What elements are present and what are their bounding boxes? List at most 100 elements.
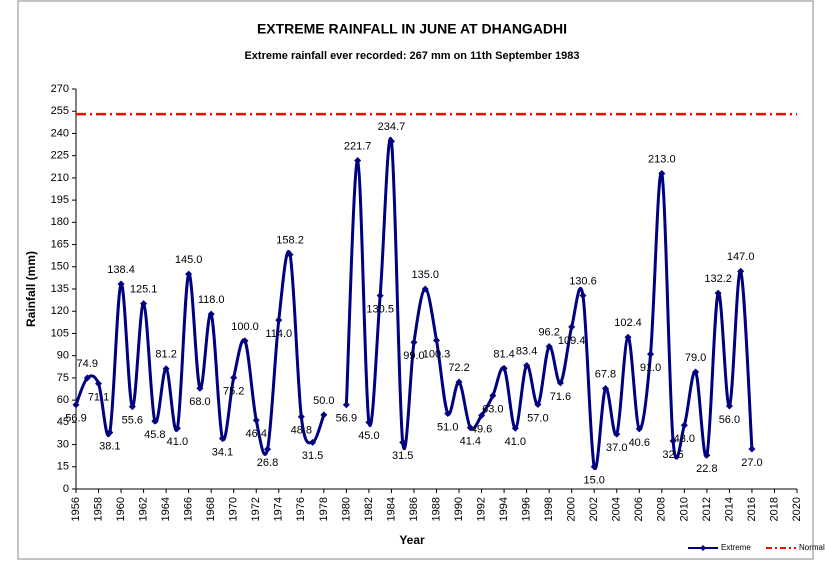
marker xyxy=(320,411,328,419)
x-tick-label: 1960 xyxy=(115,497,127,521)
data-label: 31.5 xyxy=(302,450,323,462)
marker xyxy=(207,310,215,318)
x-tick-label: 1984 xyxy=(385,497,397,521)
data-label: 50.0 xyxy=(313,395,334,407)
data-label: 130.5 xyxy=(366,304,394,316)
x-tick-label: 1966 xyxy=(183,497,195,521)
marker xyxy=(523,361,531,369)
marker xyxy=(511,424,519,432)
marker xyxy=(128,403,136,411)
marker xyxy=(579,292,587,300)
data-label: 81.4 xyxy=(493,348,514,360)
y-tick-label: 195 xyxy=(51,194,69,206)
x-tick-label: 1994 xyxy=(498,497,510,521)
data-label: 46.4 xyxy=(246,428,267,440)
data-label: 43.0 xyxy=(674,433,695,445)
data-label: 213.0 xyxy=(648,153,676,165)
y-tick-label: 15 xyxy=(57,461,69,473)
x-tick-label: 1990 xyxy=(453,497,465,521)
marker xyxy=(354,157,362,165)
marker xyxy=(545,342,553,350)
x-tick-label: 1978 xyxy=(318,497,330,521)
x-tick-label: 1956 xyxy=(70,497,82,521)
marker xyxy=(151,417,159,425)
legend-marker xyxy=(700,545,706,551)
x-tick-label: 1988 xyxy=(430,497,442,521)
x-tick-label: 1968 xyxy=(205,497,217,521)
marker xyxy=(83,374,91,382)
data-label: 45.8 xyxy=(144,429,165,441)
y-tick-label: 45 xyxy=(57,416,69,428)
data-label: 81.2 xyxy=(155,349,176,361)
marker xyxy=(680,421,688,429)
x-tick-label: 2012 xyxy=(701,497,713,521)
marker xyxy=(309,438,317,446)
data-label: 27.0 xyxy=(741,457,762,469)
data-label: 41.0 xyxy=(167,436,188,448)
marker xyxy=(669,437,677,445)
chart-border xyxy=(17,0,814,560)
y-axis-label: Rainfall (mm) xyxy=(24,251,38,327)
marker xyxy=(489,392,497,400)
data-label: 130.6 xyxy=(569,275,597,287)
data-label: 41.0 xyxy=(505,436,526,448)
x-tick-label: 2014 xyxy=(723,497,735,521)
data-label: 32.5 xyxy=(662,449,683,461)
x-tick-label: 1998 xyxy=(543,497,555,521)
data-label: 56.0 xyxy=(719,414,740,426)
x-tick-label: 1982 xyxy=(363,497,375,521)
marker xyxy=(106,429,114,437)
data-label: 75.2 xyxy=(223,385,244,397)
marker xyxy=(658,169,666,177)
y-tick-label: 0 xyxy=(63,483,69,495)
marker xyxy=(218,434,226,442)
data-label: 145.0 xyxy=(175,254,203,266)
marker xyxy=(635,425,643,433)
data-label: 56.9 xyxy=(336,413,357,425)
series-line xyxy=(74,250,326,456)
marker xyxy=(568,323,576,331)
marker xyxy=(275,316,283,324)
chart-title: EXTREME RAINFALL IN JUNE AT DHANGADHI xyxy=(257,21,567,37)
data-label: 100.0 xyxy=(231,321,259,333)
marker xyxy=(421,285,429,293)
marker xyxy=(444,409,452,417)
x-tick-label: 1980 xyxy=(340,497,352,521)
y-tick-label: 90 xyxy=(57,350,69,362)
marker xyxy=(500,364,508,372)
marker xyxy=(624,333,632,341)
data-label: 48.8 xyxy=(291,425,312,437)
marker xyxy=(252,416,260,424)
marker xyxy=(140,300,148,308)
data-label: 135.0 xyxy=(411,269,439,281)
data-label: 118.0 xyxy=(198,294,225,306)
y-tick-label: 30 xyxy=(57,438,69,450)
x-tick-label: 1974 xyxy=(273,497,285,521)
data-label: 234.7 xyxy=(378,121,406,133)
marker xyxy=(162,365,170,373)
marker xyxy=(714,289,722,297)
y-tick-label: 135 xyxy=(51,283,69,295)
data-label: 71.6 xyxy=(550,391,571,403)
marker xyxy=(297,413,305,421)
marker xyxy=(748,445,756,453)
y-tick-label: 255 xyxy=(51,105,69,117)
data-label: 125.1 xyxy=(130,284,158,296)
data-label: 114.0 xyxy=(265,328,292,340)
data-label: 26.8 xyxy=(257,457,278,469)
data-label: 109.4 xyxy=(558,335,586,347)
marker xyxy=(264,445,272,453)
data-label: 138.4 xyxy=(107,264,135,276)
marker xyxy=(433,336,440,344)
x-tick-label: 1986 xyxy=(408,497,420,521)
data-label: 34.1 xyxy=(212,446,233,458)
marker xyxy=(466,424,474,432)
marker xyxy=(647,350,655,358)
marker xyxy=(737,267,745,275)
data-label: 91.0 xyxy=(640,362,661,374)
marker xyxy=(556,379,564,387)
data-label: 15.0 xyxy=(584,475,605,487)
data-label: 147.0 xyxy=(727,251,755,263)
marker xyxy=(365,418,373,426)
